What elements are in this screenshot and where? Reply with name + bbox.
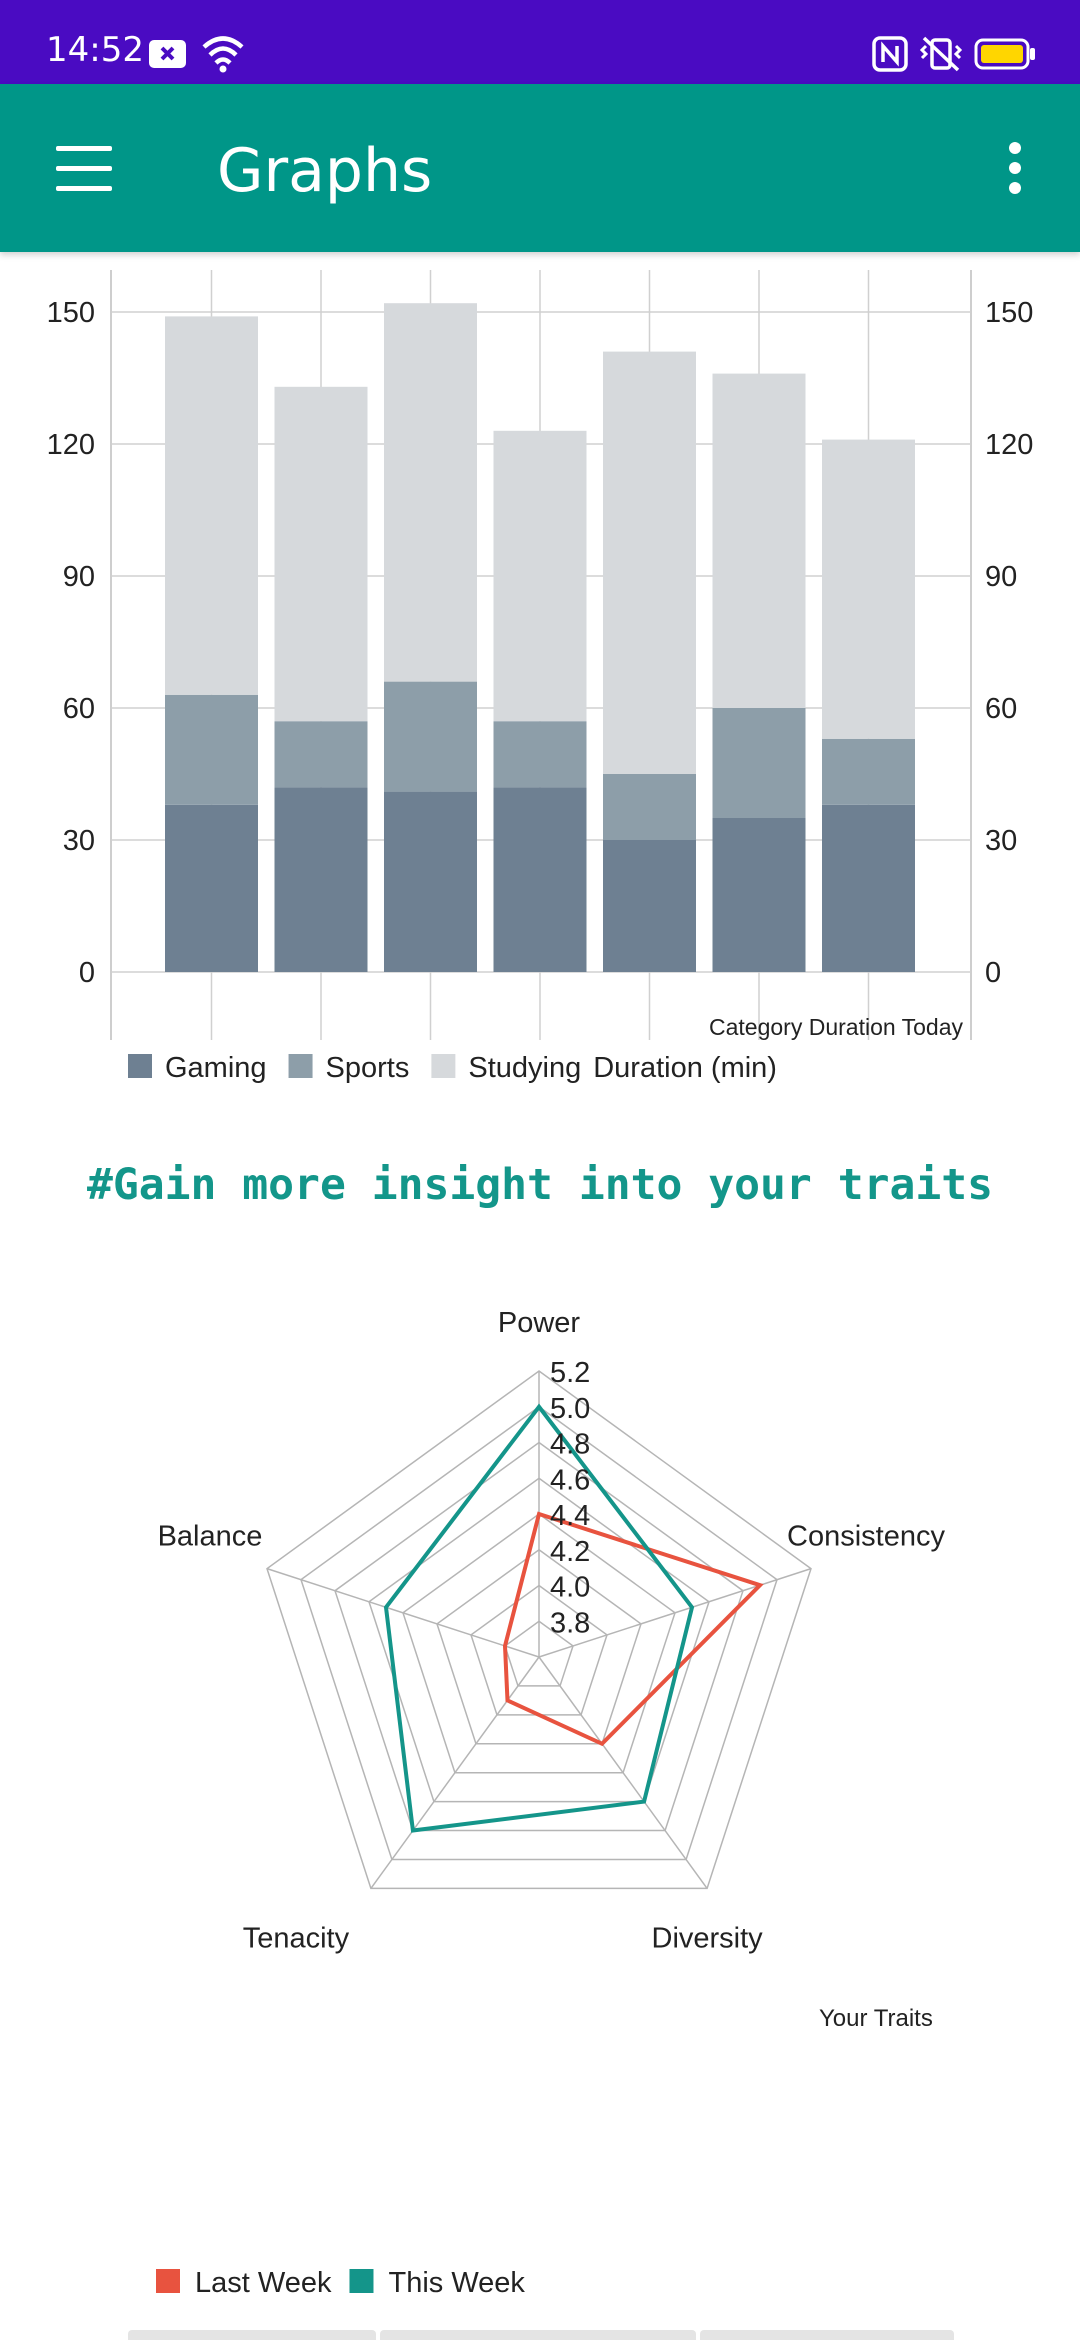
legend-swatch-last-week	[156, 2269, 180, 2293]
y-tick-label-right: 30	[985, 825, 1017, 857]
radar-grid-ring	[402, 1513, 676, 1774]
radar-chart[interactable]: 3.84.0 4.2 4.4 4.64.8 5.0 5.2 Power Consistency…	[0, 1300, 1080, 2330]
app-bar: Graphs	[0, 84, 1080, 252]
bar-segment-studying[interactable]	[603, 351, 696, 774]
radar-series-last-week[interactable]	[502, 1511, 764, 1747]
bar-chart-description: Category Duration Today	[709, 1014, 963, 1040]
radar-tick-label: 3.8	[550, 1607, 590, 1639]
radar-axis-label-diversity: Diversity	[652, 1922, 764, 1954]
radar-chart-description: Your Traits	[819, 2005, 933, 2032]
bar-segment-sports[interactable]	[603, 774, 696, 840]
battery-level	[981, 45, 1023, 63]
y-tick-label-right: 60	[985, 693, 1017, 725]
legend-swatch-studying	[431, 1054, 456, 1078]
bar-segment-sports[interactable]	[165, 694, 258, 805]
radar-spoke	[538, 1656, 708, 1889]
bar-segment-studying[interactable]	[712, 373, 806, 708]
bottom-tab-strip[interactable]	[128, 2330, 954, 2340]
radar-axis-label-consistency: Consistency	[787, 1521, 945, 1553]
bar-segment-studying[interactable]	[384, 303, 477, 682]
y-tick-label-right: 90	[985, 561, 1017, 593]
more-vert-icon[interactable]	[990, 136, 1040, 200]
radar-tick-label: 4.8	[550, 1429, 590, 1461]
tab-placeholder-2[interactable]	[380, 2330, 696, 2340]
radar-series-this-week[interactable]	[383, 1403, 695, 1833]
radar-tick-label: 4.2	[550, 1536, 590, 1568]
radar-tick-label: 5.0	[550, 1393, 590, 1425]
bar-segment-sports[interactable]	[493, 721, 587, 788]
legend-swatch-this-week	[349, 2269, 374, 2293]
hamburger-menu-icon[interactable]	[46, 136, 122, 200]
radar-grid-ring	[368, 1477, 710, 1803]
legend-label-last-week: Last Week	[195, 2267, 332, 2299]
y-tick-label-left: 0	[79, 957, 95, 989]
tab-placeholder-3[interactable]	[700, 2330, 954, 2340]
radar-tick-label: 4.0	[550, 1572, 590, 1604]
radar-tick-label: 4.6	[550, 1464, 590, 1496]
bar-segment-studying[interactable]	[274, 386, 368, 722]
radar-tick-label: 4.4	[550, 1500, 590, 1532]
legend-label-sports: Sports	[326, 1052, 410, 1084]
notification-x-icon	[149, 40, 186, 68]
y-tick-label-left: 90	[63, 561, 95, 593]
bar-segment-studying[interactable]	[822, 439, 915, 739]
bar-segment-gaming[interactable]	[603, 840, 696, 972]
radar-grid-ring	[266, 1370, 812, 1890]
radar-grid-ring	[436, 1548, 642, 1745]
insight-heading: #Gain more insight into your traits	[86, 1160, 994, 1210]
status-bar: 14:52	[0, 0, 1080, 84]
legend-label-gaming: Gaming	[165, 1052, 267, 1084]
radar-tick-label: 5.2	[550, 1357, 590, 1389]
radar-axis-label-power: Power	[498, 1307, 581, 1339]
radar-grid-ring	[300, 1405, 778, 1861]
tab-placeholder-1[interactable]	[128, 2330, 376, 2340]
radar-grid-ring	[504, 1620, 574, 1687]
legend-label-studying: Studying	[468, 1052, 581, 1084]
radar-spoke	[266, 1567, 540, 1658]
legend-swatch-gaming	[128, 1054, 152, 1078]
bar-segment-gaming[interactable]	[165, 804, 258, 972]
bar-segment-sports[interactable]	[822, 738, 915, 805]
y-tick-label-left: 120	[47, 429, 95, 461]
bar-segment-gaming[interactable]	[384, 791, 477, 972]
battery-icon	[974, 38, 1035, 70]
bar-segment-gaming[interactable]	[274, 787, 368, 972]
legend-label-this-week: This Week	[388, 2267, 525, 2299]
bar-segment-sports[interactable]	[712, 708, 806, 818]
legend-duration-label: Duration (min)	[593, 1052, 777, 1084]
status-time: 14:52	[46, 30, 144, 70]
radar-spoke	[538, 1567, 812, 1658]
bar-segment-studying[interactable]	[165, 316, 258, 695]
nfc-icon	[872, 36, 908, 72]
bar-segment-gaming[interactable]	[712, 818, 806, 972]
y-tick-label-left: 30	[63, 825, 95, 857]
radar-grid-ring	[334, 1441, 744, 1832]
vibrate-icon	[919, 36, 963, 72]
bar-segment-gaming[interactable]	[822, 804, 915, 972]
bar-segment-gaming[interactable]	[493, 787, 587, 972]
bar-segment-sports[interactable]	[274, 721, 368, 788]
stacked-bar-chart[interactable]: 0 0 30 30 60 60 90 90 120 120 150 150 Category Durat…	[0, 260, 1080, 1100]
y-tick-label-right: 0	[985, 957, 1001, 989]
radar-axis-label-balance: Balance	[158, 1521, 263, 1553]
page-title: Graphs	[217, 136, 433, 206]
y-tick-label-right: 150	[985, 297, 1033, 329]
y-tick-label-right: 120	[985, 429, 1033, 461]
radar-spoke	[370, 1656, 540, 1889]
bar-segment-sports[interactable]	[384, 681, 477, 792]
y-tick-label-left: 150	[47, 297, 95, 329]
radar-axis-label-tenacity: Tenacity	[243, 1922, 350, 1954]
y-tick-label-left: 60	[63, 693, 95, 725]
wifi-icon	[202, 36, 244, 73]
legend-swatch-sports	[288, 1054, 313, 1078]
bar-segment-studying[interactable]	[493, 430, 587, 722]
